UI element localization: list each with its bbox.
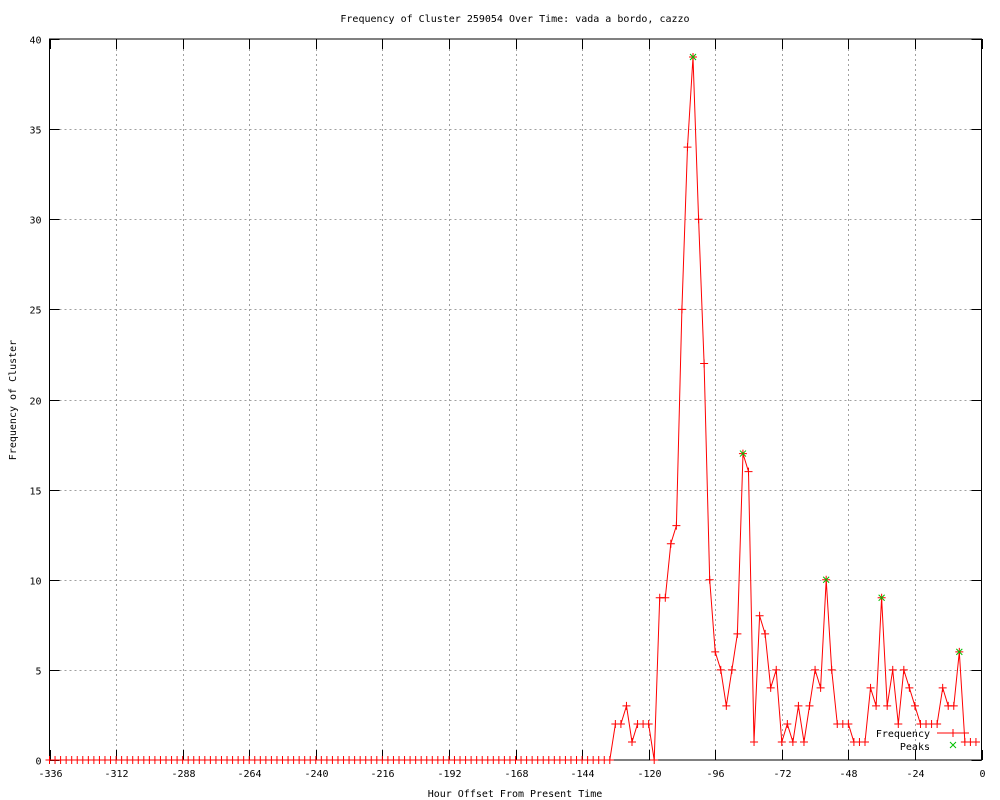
y-tick-label: 10 <box>29 577 41 588</box>
x-tick-label: -312 <box>104 769 128 780</box>
frequency-point <box>750 737 759 746</box>
frequency-line <box>49 56 976 761</box>
x-tick-label: -168 <box>504 769 528 780</box>
frequency-point <box>644 719 653 728</box>
legend-marker-frequency <box>949 729 957 737</box>
frequency-point <box>794 701 803 710</box>
peak-point <box>878 594 885 602</box>
frequency-point <box>805 701 814 710</box>
y-axis-label: Frequency of Cluster <box>8 340 19 460</box>
frequency-point <box>605 756 614 764</box>
frequency-point <box>971 737 980 746</box>
legend: Frequency Peaks <box>876 729 969 753</box>
frequency-point <box>694 215 703 224</box>
plot-border <box>49 38 982 761</box>
y-tick-label: 35 <box>29 126 41 137</box>
frequency-point <box>661 593 670 602</box>
peak-point <box>689 53 697 61</box>
y-tick-label: 30 <box>29 216 41 227</box>
frequency-point <box>811 665 820 674</box>
frequency-point <box>622 701 631 710</box>
frequency-point <box>727 665 736 674</box>
frequency-point <box>722 701 731 710</box>
legend-label-peaks: Peaks <box>900 742 930 753</box>
frequency-point <box>883 701 892 710</box>
frequency-point <box>777 737 786 746</box>
frequency-point <box>700 359 709 368</box>
frequency-point <box>861 737 869 746</box>
chart-title: Frequency of Cluster 259054 Over Time: v… <box>340 14 689 25</box>
frequency-point <box>683 143 692 152</box>
frequency-point <box>766 683 775 692</box>
x-tick-label: -192 <box>437 769 461 780</box>
x-tick-label: -120 <box>637 769 661 780</box>
y-tick-label: 20 <box>29 397 41 408</box>
grid <box>49 39 982 760</box>
frequency-point <box>844 719 853 728</box>
frequency-point <box>888 665 897 674</box>
y-tick-label: 25 <box>29 306 41 317</box>
x-tick-labels: -336 -312 -288 -264 -240 -216 -192 -168 -144 -120… <box>38 769 985 780</box>
frequency-point <box>666 539 675 548</box>
x-tick-label: -72 <box>773 769 791 780</box>
frequency-point <box>799 737 808 746</box>
frequency-point <box>716 665 725 674</box>
frequency-point <box>933 719 942 728</box>
peak-point <box>955 648 963 656</box>
frequency-point <box>761 629 770 638</box>
frequency-point <box>755 611 764 620</box>
frequency-point <box>672 521 681 530</box>
frequency-point <box>705 575 714 584</box>
legend-marker-peaks <box>949 741 957 749</box>
y-tick-label: 40 <box>29 36 41 47</box>
frequency-point <box>772 665 781 674</box>
frequency-point <box>677 305 686 314</box>
frequency-point <box>866 683 875 692</box>
frequency-point <box>744 467 753 476</box>
peak-point <box>739 450 747 457</box>
x-tick-label: -288 <box>171 769 195 780</box>
frequency-point <box>905 683 914 692</box>
frequency-point <box>872 701 881 710</box>
frequency-point <box>788 737 797 746</box>
frequency-point <box>938 683 947 692</box>
x-tick-label: -144 <box>570 769 594 780</box>
frequency-point <box>949 701 958 710</box>
x-tick-label: -24 <box>906 769 924 780</box>
x-tick-label: -48 <box>839 769 857 780</box>
y-tick-label: 5 <box>35 667 41 678</box>
frequency-point <box>894 719 903 728</box>
legend-label-frequency: Frequency <box>876 729 930 740</box>
peak-point <box>822 576 830 584</box>
frequency-point <box>711 647 720 656</box>
frequency-point <box>783 719 792 728</box>
x-tick-label: 0 <box>979 769 985 780</box>
y-tick-labels: 0 5 10 15 20 25 30 35 40 <box>29 36 41 768</box>
series-layer <box>45 53 980 764</box>
frequency-point <box>733 629 742 638</box>
frequency-point <box>899 665 908 674</box>
x-tick-label: -216 <box>370 769 394 780</box>
frequency-point <box>628 737 636 746</box>
y-tick-label: 15 <box>29 487 41 498</box>
x-axis-label: Hour Offset From Present Time <box>428 789 603 800</box>
frequency-point <box>616 719 625 728</box>
frequency-point <box>910 701 919 710</box>
x-tick-label: -240 <box>304 769 328 780</box>
frequency-point <box>650 756 659 764</box>
x-tick-label: -264 <box>237 769 261 780</box>
frequency-point <box>827 665 836 674</box>
frequency-point <box>816 683 825 692</box>
y-tick-label: 0 <box>35 757 41 768</box>
x-tick-label: -336 <box>38 769 62 780</box>
x-tick-label: -96 <box>706 769 724 780</box>
